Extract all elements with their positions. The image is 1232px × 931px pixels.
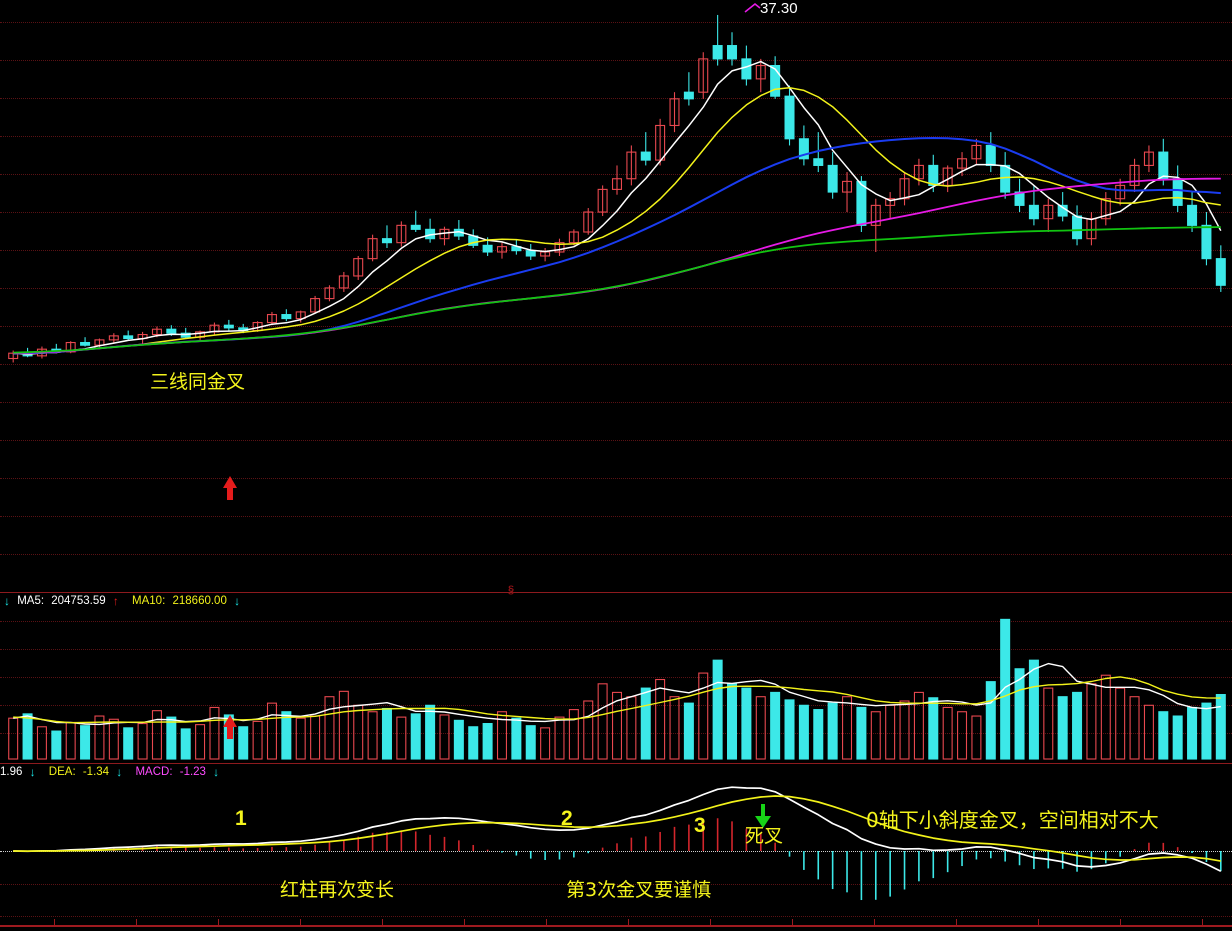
vol-right-down-arrow-icon: ↓	[234, 594, 241, 608]
macd-value: -1.23	[179, 766, 206, 778]
axis-tick	[300, 919, 301, 925]
macd-chart-panel[interactable]: 1 2 3 死叉 0轴下小斜度金叉，空间相对不大 红柱再次变长 第3次金叉要谨慎	[0, 780, 1232, 931]
macd-dif-value: 1.96	[0, 766, 23, 778]
vol-left-down-arrow-icon: ↓	[4, 594, 10, 608]
annotation-dead-cross: 死叉	[745, 825, 784, 847]
macd-marker-3: 3	[694, 814, 706, 837]
macd-label: MACD:	[135, 766, 173, 778]
axis-tick	[874, 919, 875, 925]
price-high-label: 37.30	[760, 0, 798, 17]
annotation-low-slope-golden-cross: 0轴下小斜度金叉，空间相对不大	[866, 808, 1159, 832]
macd-dea-label: DEA:	[48, 766, 76, 778]
axis-tick	[1038, 919, 1039, 925]
macd-down-arrow-icon: ↓	[213, 765, 220, 779]
axis-tick	[1202, 919, 1203, 925]
dif-down-arrow-icon: ↓	[29, 765, 36, 779]
annotation-red-bars-longer: 红柱再次变长	[280, 879, 395, 901]
axis-tick	[710, 919, 711, 925]
macd-marker-2: 2	[561, 807, 573, 830]
axis-tick	[628, 919, 629, 925]
axis-tick	[464, 919, 465, 925]
axis-tick	[546, 919, 547, 925]
axis-tick	[1120, 919, 1121, 925]
annotation-third-cross-caution: 第3次金叉要谨慎	[566, 879, 712, 901]
vol-ma10-label: MA10:	[132, 595, 166, 607]
annotation-three-line-golden-cross: 三线同金叉	[150, 371, 246, 393]
macd-marker-1: 1	[235, 807, 247, 830]
volume-chart-panel[interactable]	[0, 607, 1232, 763]
macd-histogram-and-lines	[13, 786, 1222, 901]
vol-ma10-value: 218660.00	[172, 595, 227, 607]
vol-ma5-label: MA5:	[17, 595, 45, 607]
axis-tick	[382, 919, 383, 925]
dea-down-arrow-icon: ↓	[116, 765, 123, 779]
vol-ma5-value: 204753.59	[51, 595, 106, 607]
axis-tick	[792, 919, 793, 925]
axis-tick	[218, 919, 219, 925]
vol-mid-up-arrow-icon: ↑	[112, 594, 119, 608]
price-chart-panel[interactable]: 37.30 三线同金叉	[0, 0, 1232, 592]
price-candles-and-mas	[8, 14, 1226, 363]
volume-bars-and-mas	[8, 618, 1226, 760]
price-bottom-marker-icon: §	[508, 584, 515, 596]
axis-tick	[136, 919, 137, 925]
axis-tick	[956, 919, 957, 925]
axis-tick	[54, 919, 55, 925]
macd-dea-value: -1.34	[82, 766, 110, 778]
bottom-axis-line	[0, 925, 1232, 927]
